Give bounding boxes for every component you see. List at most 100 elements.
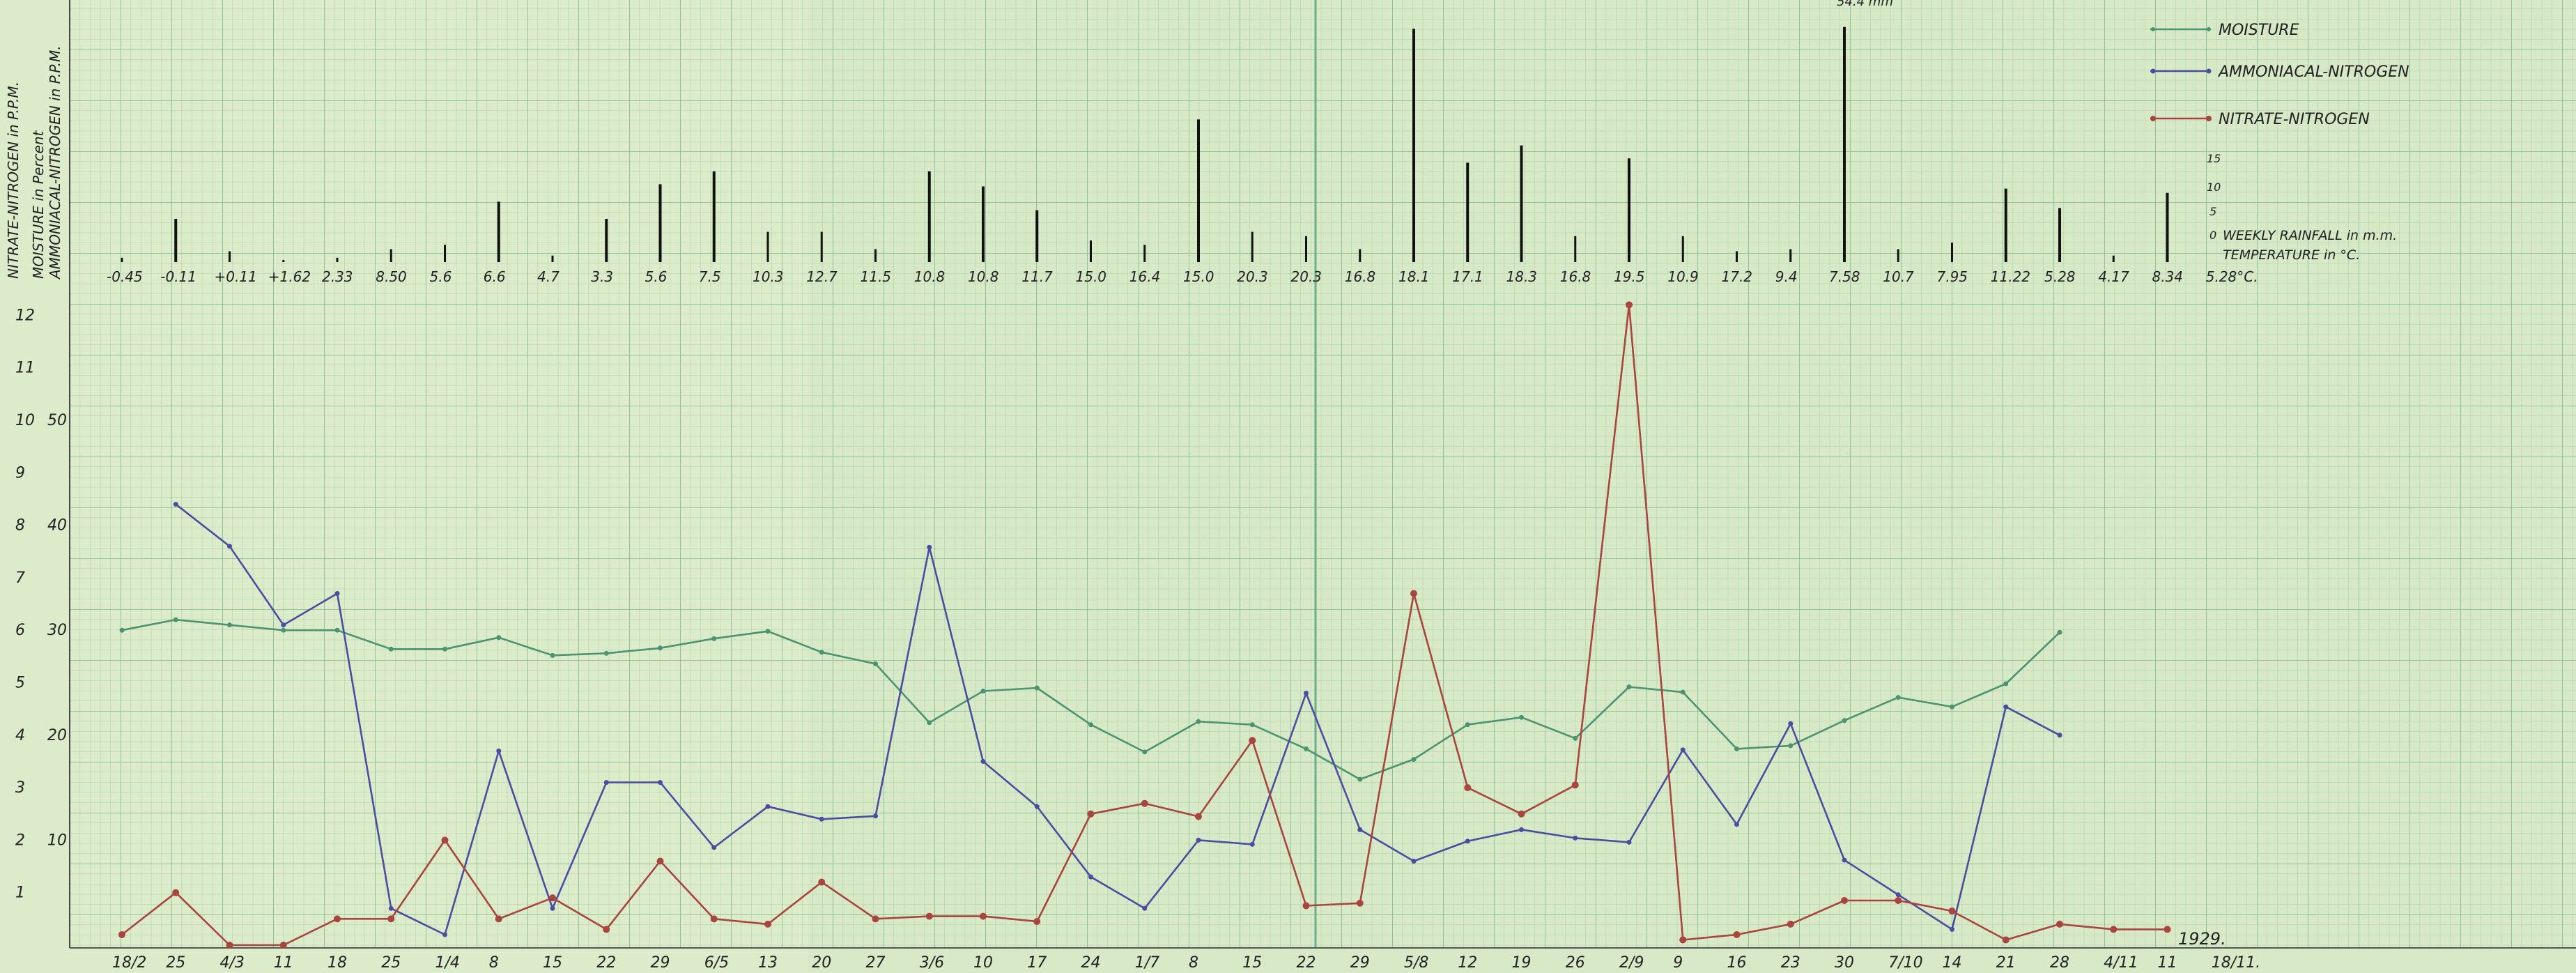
x-tick-label: 8	[1189, 954, 1198, 972]
data-point	[2003, 681, 2009, 687]
x-tick-label: 6/5	[704, 954, 729, 972]
temperature-value: 7.58	[1829, 268, 1860, 285]
y-tick-nitrate-4: 4	[15, 727, 25, 744]
temperature-value: 10.9	[1667, 268, 1699, 285]
x-tick-label: 15	[1242, 954, 1262, 972]
data-point	[2110, 926, 2118, 933]
temperature-value: 10.7	[1883, 268, 1914, 285]
data-point	[658, 780, 663, 786]
data-point	[1356, 899, 1364, 907]
data-point	[1196, 719, 1201, 724]
data-point	[495, 915, 502, 923]
temperature-value: 15.0	[1076, 268, 1107, 285]
y-tick-moisture-10: 10	[47, 832, 67, 849]
y-axis-title-moisture: MOISTURE in Percent	[30, 130, 47, 279]
temperature-value: 16.8	[1345, 268, 1376, 285]
data-point	[1734, 746, 1739, 751]
data-point	[1895, 892, 1901, 898]
x-tick-label: 28	[2050, 954, 2069, 972]
temperature-value: 16.4	[1129, 268, 1161, 285]
data-point	[2164, 926, 2171, 933]
x-tick-label: 23	[1781, 954, 1800, 972]
temperature-value: 7.95	[1937, 268, 1968, 285]
legend-label-ammonia: AMMONIACAL-NITROGEN	[2217, 63, 2409, 81]
data-point	[1626, 839, 1632, 845]
temperature-value: 9.4	[1775, 268, 1798, 285]
rain-scale-tick-5: 5	[2209, 205, 2216, 218]
x-tick-label: 15	[543, 954, 562, 972]
data-point	[1034, 685, 1040, 691]
x-tick-label: 29	[651, 954, 670, 972]
temperature-value: +1.62	[268, 268, 311, 285]
data-point	[1464, 784, 1472, 792]
legend-item-moisture: MOISTURE	[2150, 22, 2299, 39]
x-tick-label: 27	[866, 954, 886, 972]
data-point	[2057, 733, 2062, 738]
temperature-value: 4.7	[537, 268, 560, 285]
data-point	[549, 894, 556, 902]
data-point	[1087, 810, 1095, 818]
y-tick-moisture-20: 20	[47, 727, 67, 744]
x-tick-label: 21	[1996, 954, 2016, 972]
data-point	[764, 920, 771, 928]
data-point	[1573, 835, 1578, 841]
data-point	[1895, 695, 1901, 700]
series-lines	[118, 301, 2171, 949]
x-tick-label: 25	[166, 954, 185, 972]
data-point	[496, 748, 502, 753]
data-point	[227, 622, 232, 628]
data-point	[818, 878, 826, 886]
data-point	[1302, 902, 1310, 910]
data-point	[1411, 859, 1417, 864]
data-point	[1411, 756, 1417, 762]
x-tick-label: 12	[1458, 954, 1477, 972]
data-point	[603, 926, 610, 933]
data-point	[281, 627, 286, 633]
temperature-value: 7.5	[699, 268, 721, 285]
x-tick-label: 4/11	[2104, 954, 2138, 972]
data-point	[1249, 722, 1255, 728]
y-tick-nitrate-1: 1	[15, 884, 25, 902]
x-tick-label: 7/10	[1888, 954, 1922, 972]
temperature-value: 2.33	[322, 268, 353, 285]
temperature-value: 11.22	[1991, 268, 2030, 285]
temperature-value: 11.5	[861, 268, 892, 285]
data-point	[1950, 704, 1954, 710]
data-point	[710, 915, 718, 923]
x-tick-label: 18	[327, 954, 347, 972]
temperature-value: 6.6	[484, 268, 506, 285]
x-tick-label: 1/4	[435, 954, 460, 972]
data-point	[2003, 704, 2009, 710]
x-tick-label: 26	[1566, 954, 1585, 972]
legend-item-ammonia: AMMONIACAL-NITROGEN	[2150, 63, 2409, 81]
temperature-value: 10.8	[968, 268, 999, 285]
temperature-value: 12.7	[806, 268, 838, 285]
temperature-value: 15.0	[1183, 268, 1214, 285]
data-point	[1734, 822, 1739, 827]
temperature-value: 8.34	[2152, 268, 2184, 285]
data-point	[2002, 936, 2010, 944]
x-tick-label: 10	[973, 954, 993, 972]
temperature-value: 5.28°C.	[2206, 268, 2258, 285]
data-point	[1195, 813, 1202, 820]
data-point	[2057, 629, 2062, 635]
data-point	[1410, 590, 1417, 597]
temperature-value: -0.11	[160, 268, 196, 285]
rain-scale-tick-0: 0	[2209, 229, 2216, 242]
data-point	[1787, 920, 1794, 928]
data-point	[173, 501, 178, 507]
data-point	[227, 544, 232, 549]
temperature-value: 20.3	[1237, 268, 1268, 285]
data-point	[1088, 722, 1093, 728]
data-point	[1249, 737, 1256, 744]
data-point	[925, 912, 933, 920]
data-point	[1142, 905, 1148, 911]
data-point	[334, 627, 340, 633]
data-point	[1788, 743, 1794, 749]
data-point	[119, 627, 125, 633]
data-point	[1518, 810, 1525, 818]
temperature-value: 5.6	[645, 268, 668, 285]
y-axis-title-ammonia: AMMONIACAL-NITROGEN in P.P.M.	[47, 45, 63, 280]
data-point	[1626, 684, 1632, 690]
